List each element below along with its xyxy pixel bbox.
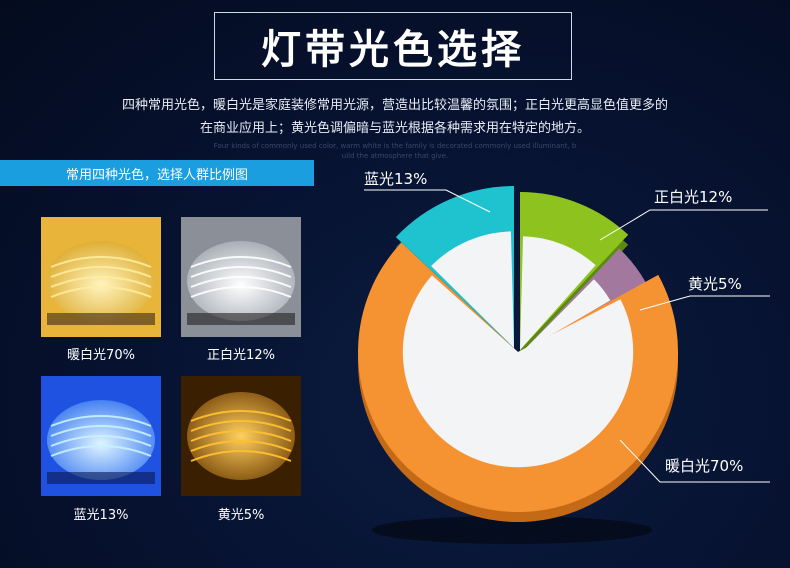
- english-description-line-2: uild the atmosphere that give.: [341, 152, 449, 160]
- label-blue: 蓝光13%: [364, 170, 428, 188]
- warm-white-strip-illustration: [41, 217, 161, 337]
- slice-warm-white-inner: [402, 275, 634, 468]
- leader-blue: [364, 189, 491, 213]
- blue-strip-illustration: [41, 376, 161, 496]
- slice-yellow-inner: [522, 279, 611, 352]
- warm-white-caption: 暖白光70%: [67, 348, 135, 363]
- leader-warm-white: [619, 439, 770, 483]
- label-yellow: 黄光5%: [688, 275, 742, 293]
- title-box: 灯带光色选择: [214, 12, 572, 80]
- section-tag-label: 常用四种光色，选择人群比例图: [65, 167, 248, 183]
- slice-blue-inner: [431, 231, 514, 348]
- warm-white-strip-image: [41, 217, 161, 337]
- description-line-1: 四种常用光色，暖白光是家庭装修常用光源，营造出比较温馨的氛围；正白光更高显色值更…: [121, 98, 668, 113]
- leader-pure-white: [599, 209, 768, 241]
- pure-white-strip-image: [181, 217, 301, 337]
- page-title: 灯带光色选择: [261, 27, 525, 73]
- description-line-2: 在商业应用上；黄光色调偏暗与蓝光根据各种需求用在特定的地方。: [199, 121, 590, 136]
- pie-inner-layer: [402, 231, 634, 468]
- slice-pure-white-inner: [520, 236, 596, 350]
- label-pure-white: 正白光12%: [654, 188, 733, 206]
- blue-strip-image: [41, 376, 161, 496]
- label-warm-white: 暖白光70%: [665, 457, 744, 475]
- pure-white-caption: 正白光12%: [207, 348, 275, 363]
- leader-yellow: [639, 295, 770, 311]
- yellow-caption: 黄光5%: [217, 508, 265, 523]
- blue-caption: 蓝光13%: [73, 508, 129, 523]
- yellow-strip-image: [181, 376, 301, 496]
- english-description-line-1: Four kinds of commonly used color, warm …: [213, 142, 577, 150]
- pie-shadow: [372, 516, 652, 544]
- yellow-strip-illustration: [181, 376, 301, 496]
- pie-leader-lines: [364, 189, 770, 483]
- section-tag: 常用四种光色，选择人群比例图: [0, 160, 314, 186]
- pure-white-strip-illustration: [181, 217, 301, 337]
